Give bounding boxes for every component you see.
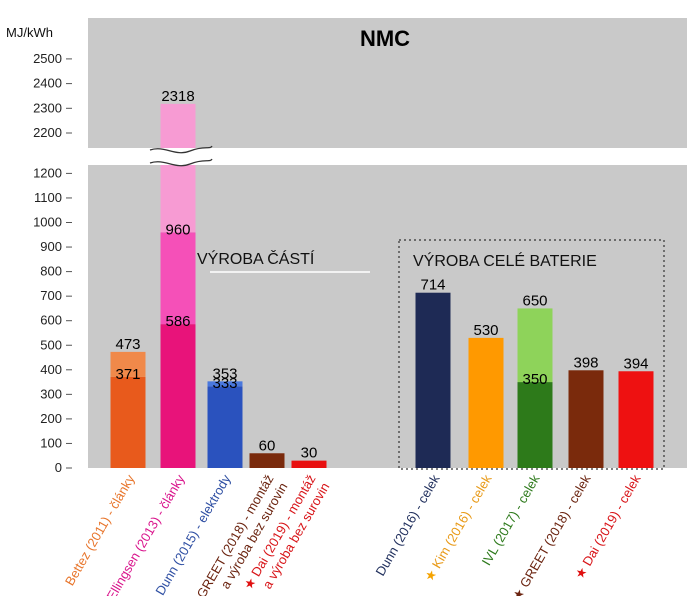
chart-title: NMC bbox=[360, 26, 410, 51]
bar-segment bbox=[160, 324, 196, 468]
data-label: 530 bbox=[473, 322, 498, 339]
bar-segment-upper bbox=[160, 103, 196, 148]
data-label: 353 bbox=[212, 365, 237, 382]
bar-segment bbox=[415, 292, 451, 468]
bar-segment bbox=[568, 370, 604, 468]
data-label: 2318 bbox=[161, 88, 194, 105]
bar-segment bbox=[291, 460, 327, 468]
bar-segment bbox=[160, 232, 196, 325]
bar-segment bbox=[207, 386, 243, 468]
data-label: 473 bbox=[115, 336, 140, 353]
y-tick-label: 2200 bbox=[33, 125, 62, 140]
bar-segment bbox=[207, 381, 243, 387]
data-label: 586 bbox=[165, 313, 190, 330]
y-axis-unit: MJ/kWh bbox=[6, 25, 53, 40]
data-label: 350 bbox=[522, 371, 547, 388]
y-tick-label: 1100 bbox=[34, 190, 62, 205]
y-tick-label: 1200 bbox=[33, 165, 62, 180]
star-icon: ★ bbox=[421, 563, 442, 584]
y-tick-label: 2400 bbox=[33, 76, 62, 91]
data-label: 650 bbox=[522, 292, 547, 309]
bar-segment bbox=[249, 453, 285, 468]
star-icon: ★ bbox=[572, 561, 593, 582]
y-tick-label: 800 bbox=[40, 264, 62, 279]
bar-segment bbox=[110, 351, 146, 377]
section-label-whole: VÝROBA CELÉ BATERIE bbox=[413, 251, 597, 270]
break-line-bottom bbox=[149, 158, 213, 167]
y-tick-label: 500 bbox=[40, 337, 62, 352]
bar-segment bbox=[517, 382, 553, 468]
bar-segment bbox=[517, 308, 553, 383]
y-tick-label: 700 bbox=[40, 288, 62, 303]
y-tick-label: 2300 bbox=[33, 100, 62, 115]
y-tick-label: 100 bbox=[40, 435, 62, 450]
y-ticks-lower: 0 100 200 300 400 500 600 700 800 900 1000 1100 1200 bbox=[33, 165, 72, 475]
axis-break bbox=[149, 145, 213, 167]
star-icon: ★ bbox=[241, 571, 262, 592]
whole-battery-box bbox=[398, 239, 665, 470]
y-tick-label: 0 bbox=[55, 460, 62, 475]
y-tick-label: 400 bbox=[40, 362, 62, 377]
y-ticks-upper: 2200 2300 2400 2500 bbox=[33, 51, 72, 140]
star-icon: ★ bbox=[145, 590, 166, 596]
bar-segment bbox=[618, 371, 654, 468]
break-line-top bbox=[149, 145, 213, 154]
data-label: 371 bbox=[115, 366, 140, 383]
y-tick-label: 900 bbox=[40, 239, 62, 254]
data-label: 30 bbox=[301, 445, 318, 462]
data-label: 333 bbox=[212, 375, 237, 392]
data-label: 394 bbox=[623, 355, 648, 372]
bar-segment bbox=[110, 376, 146, 468]
data-label: 398 bbox=[573, 354, 598, 371]
y-tick-label: 1000 bbox=[33, 215, 62, 230]
bar-segment bbox=[468, 337, 504, 468]
y-tick-label: 200 bbox=[40, 411, 62, 426]
data-label: 60 bbox=[259, 437, 276, 454]
bar-segment bbox=[160, 165, 196, 233]
y-tick-label: 600 bbox=[40, 313, 62, 328]
y-tick-label: 300 bbox=[40, 386, 62, 401]
section-label-parts: VÝROBA ČÁSTÍ bbox=[197, 249, 315, 268]
data-label: 960 bbox=[165, 221, 190, 238]
data-label: 714 bbox=[420, 277, 445, 294]
y-tick-label: 2500 bbox=[33, 51, 62, 66]
